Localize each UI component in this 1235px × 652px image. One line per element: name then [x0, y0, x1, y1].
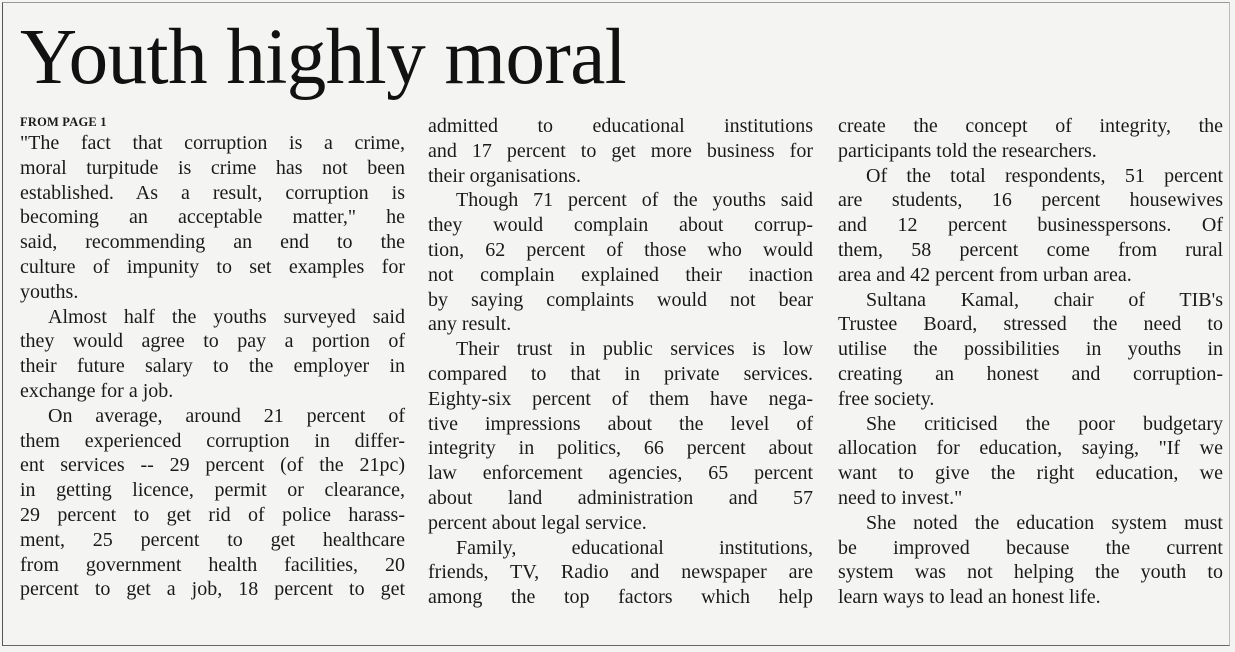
text-line: culture of impunity to set examples for	[20, 255, 405, 278]
text-line: percent about legal service.	[428, 511, 647, 534]
text-line: allocation for education, saying, "If we	[838, 437, 1223, 460]
from-page-label: FROM PAGE 1	[20, 115, 107, 129]
text-line: free society.	[838, 387, 935, 410]
text-line: On average, around 21 percent of	[48, 404, 405, 427]
text-line: tion, 62 percent of those who would	[428, 238, 813, 261]
paragraph: Almost half the youths surveyed said they…	[20, 305, 405, 404]
text-line: percent to get a job, 18 percent to get	[20, 578, 405, 601]
paragraph: Sultana Kamal, chair of TIB's Trustee Boa…	[838, 288, 1223, 412]
text-line: Trustee Board, stressed the need to	[838, 313, 1223, 336]
text-line: established. As a result, corruption is	[20, 181, 405, 204]
text-line: about land administration and 57	[428, 486, 813, 509]
text-line: need to invest."	[838, 486, 963, 509]
text-line: said, recommending an end to the	[20, 231, 405, 254]
text-line: Though 71 percent of the youths said	[456, 189, 813, 212]
text-line: them, 58 percent come from rural	[838, 238, 1223, 261]
text-line: Family, educational institutions,	[456, 536, 813, 559]
text-line: they would agree to pay a portion of	[20, 330, 405, 353]
text-line: exchange for a job.	[20, 379, 174, 402]
text-line: law enforcement agencies, 65 percent	[428, 462, 813, 485]
text-line: and 12 percent businesspersons. Of	[838, 214, 1223, 237]
text-line: She noted the education system must	[866, 511, 1223, 534]
text-line: create the concept of integrity, the	[838, 115, 1223, 137]
paragraph: Family, educational institutions, friends…	[428, 536, 813, 610]
article-column-3: create the concept of integrity, the part…	[838, 114, 1223, 610]
text-line: from government health facilities, 20	[20, 553, 405, 576]
article-column-1: FROM PAGE 1 "The fact that corruption is…	[20, 114, 405, 602]
text-line: "The fact that corruption is a crime,	[20, 132, 405, 154]
text-line: She criticised the poor budgetary	[866, 412, 1223, 435]
text-line: ment, 25 percent to get healthcare	[20, 528, 405, 551]
text-line: participants told the researchers.	[838, 139, 1097, 162]
text-line: Almost half the youths surveyed said	[48, 305, 405, 328]
text-line: they would complain about corrup-	[428, 214, 813, 237]
headline: Youth highly moral	[20, 14, 627, 101]
text-line: and 17 percent to get more business for	[428, 139, 813, 162]
paragraph: Though 71 percent of the youths said they…	[428, 188, 813, 337]
paragraph: She criticised the poor budgetary allocat…	[838, 412, 1223, 511]
paragraph: Of the total respondents, 51 percent are …	[838, 164, 1223, 288]
paragraph: "The fact that corruption is a crime, mor…	[20, 131, 405, 305]
text-line: admitted to educational institutions	[428, 115, 813, 137]
text-line: by saying complaints would not bear	[428, 288, 813, 311]
text-line: learn ways to lead an honest life.	[838, 586, 1101, 609]
text-line: them experienced corruption in differ-	[20, 429, 405, 452]
text-line: moral turpitude is crime has not been	[20, 156, 405, 179]
text-line: Of the total respondents, 51 percent	[866, 164, 1223, 187]
text-line: creating an honest and corruption-	[838, 362, 1223, 385]
text-line: among the top factors which help	[428, 586, 813, 609]
text-line: Sultana Kamal, chair of TIB's	[866, 288, 1223, 311]
text-line: Eighty-six percent of them have nega-	[428, 387, 813, 410]
text-line: youths.	[20, 280, 79, 303]
text-line: utilise the possibilities in youths in	[838, 338, 1223, 361]
text-line: becoming an acceptable matter," he	[20, 206, 405, 229]
text-line: tive impressions about the level of	[428, 412, 813, 435]
text-line: not complain explained their inaction	[428, 263, 813, 286]
paragraph: Their trust in public services is low com…	[428, 337, 813, 535]
article-column-2: admitted to educational institutions and …	[428, 114, 813, 610]
paragraph: On average, around 21 percent of them exp…	[20, 404, 405, 602]
text-line: be improved because the current	[838, 536, 1223, 559]
text-line: their organisations.	[428, 164, 581, 187]
text-line: Their trust in public services is low	[456, 338, 813, 361]
paragraph: admitted to educational institutions and …	[428, 114, 813, 188]
text-line: any result.	[428, 313, 512, 336]
text-line: integrity in politics, 66 percent about	[428, 437, 813, 460]
text-line: want to give the right education, we	[838, 462, 1223, 485]
text-line: in getting licence, permit or clearance,	[20, 479, 405, 502]
text-line: are students, 16 percent housewives	[838, 189, 1223, 212]
text-line: 29 percent to get rid of police harass-	[20, 503, 405, 526]
text-line: their future salary to the employer in	[20, 355, 405, 378]
paragraph: She noted the education system must be im…	[838, 511, 1223, 610]
text-line: system was not helping the youth to	[838, 561, 1223, 584]
paragraph: create the concept of integrity, the part…	[838, 114, 1223, 164]
text-line: friends, TV, Radio and newspaper are	[428, 561, 813, 584]
text-line: area and 42 percent from urban area.	[838, 263, 1132, 286]
text-line: compared to that in private services.	[428, 362, 813, 385]
text-line: ent services -- 29 percent (of the 21pc)	[20, 454, 405, 477]
